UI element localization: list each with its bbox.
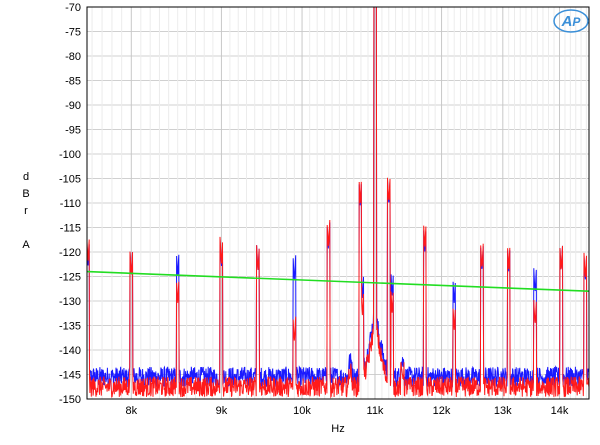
y-tick-label: -70 xyxy=(65,2,81,14)
x-tick-label: 14k xyxy=(551,405,569,417)
y-tick-label: -100 xyxy=(59,149,81,161)
series-line-3 xyxy=(86,270,590,292)
y-tick-label: -75 xyxy=(65,27,81,39)
y-axis-ticks: -70 -75 -80 -85 -90 -95 -100 -105 -110 -115 -120 -1… xyxy=(59,2,81,406)
series-line-2 xyxy=(86,6,590,399)
x-tick-label: 9k xyxy=(216,405,228,417)
x-axis-label: Hz xyxy=(331,423,344,435)
y-axis-label: dBr A xyxy=(22,171,30,251)
x-tick-label: 12k xyxy=(433,405,451,417)
x-tick-label: 8k xyxy=(125,405,137,417)
series-layer xyxy=(86,6,590,399)
x-axis-ticks: 8k 9k 10k 11k 12k 13k 14k xyxy=(125,405,568,417)
grid xyxy=(87,6,589,400)
y-tick-label: -110 xyxy=(60,198,81,210)
y-tick-label: -80 xyxy=(65,51,81,63)
y-tick-label: -120 xyxy=(59,247,81,259)
y-axis-label-letter: B xyxy=(22,188,29,200)
y-tick-label: -115 xyxy=(60,223,81,235)
y-tick-label: -135 xyxy=(59,321,81,333)
y-tick-label: -125 xyxy=(59,272,81,284)
y-tick-label: -130 xyxy=(59,296,81,308)
plot-frame xyxy=(86,6,590,400)
y-tick-label: -140 xyxy=(59,345,81,357)
y-tick-label: -150 xyxy=(59,394,81,406)
y-tick-label: -95 xyxy=(65,125,81,137)
y-axis-label-letter: r xyxy=(24,205,28,217)
y-axis-label-letter: d xyxy=(23,171,29,183)
x-tick-label: 10k xyxy=(293,405,311,417)
ap-logo-text: AP xyxy=(561,13,582,30)
y-tick-label: -145 xyxy=(59,370,81,382)
ap-logo: AP xyxy=(553,9,589,33)
y-tick-label: -85 xyxy=(65,76,81,88)
x-tick-label: 13k xyxy=(494,405,512,417)
y-tick-label: -105 xyxy=(59,174,81,186)
y-axis-label-letter: A xyxy=(22,239,30,251)
x-tick-label: 11k xyxy=(367,405,384,417)
y-tick-label: -90 xyxy=(65,100,81,112)
